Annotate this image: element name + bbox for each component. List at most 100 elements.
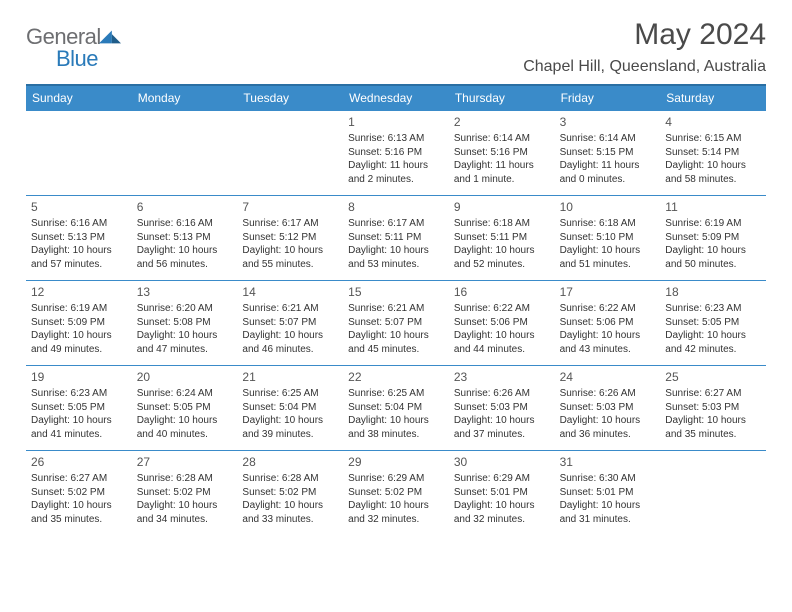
daylight-text: Daylight: 10 hours and 44 minutes.: [454, 329, 550, 356]
day-cell: 21Sunrise: 6:25 AMSunset: 5:04 PMDayligh…: [237, 366, 343, 450]
sunset-text: Sunset: 5:03 PM: [665, 401, 761, 415]
day-header: Saturday: [660, 86, 766, 110]
day-cell: 28Sunrise: 6:28 AMSunset: 5:02 PMDayligh…: [237, 451, 343, 535]
day-cell: 23Sunrise: 6:26 AMSunset: 5:03 PMDayligh…: [449, 366, 555, 450]
location-text: Chapel Hill, Queensland, Australia: [523, 58, 766, 76]
sunset-text: Sunset: 5:15 PM: [560, 146, 656, 160]
day-number: 7: [242, 199, 338, 215]
sunset-text: Sunset: 5:06 PM: [560, 316, 656, 330]
day-number: 12: [31, 284, 127, 300]
day-number: 28: [242, 454, 338, 470]
day-header: Wednesday: [343, 86, 449, 110]
sunset-text: Sunset: 5:11 PM: [348, 231, 444, 245]
day-number: 31: [560, 454, 656, 470]
day-cell: 13Sunrise: 6:20 AMSunset: 5:08 PMDayligh…: [132, 281, 238, 365]
day-cell: 16Sunrise: 6:22 AMSunset: 5:06 PMDayligh…: [449, 281, 555, 365]
day-cell: 30Sunrise: 6:29 AMSunset: 5:01 PMDayligh…: [449, 451, 555, 535]
day-cell: 1Sunrise: 6:13 AMSunset: 5:16 PMDaylight…: [343, 111, 449, 195]
day-header: Thursday: [449, 86, 555, 110]
daylight-text: Daylight: 11 hours and 1 minute.: [454, 159, 550, 186]
title-block: May 2024 Chapel Hill, Queensland, Austra…: [523, 18, 766, 76]
day-header: Friday: [555, 86, 661, 110]
daylight-text: Daylight: 10 hours and 38 minutes.: [348, 414, 444, 441]
empty-cell: [26, 111, 132, 195]
sunrise-text: Sunrise: 6:21 AM: [348, 302, 444, 316]
daylight-text: Daylight: 10 hours and 57 minutes.: [31, 244, 127, 271]
daylight-text: Daylight: 10 hours and 51 minutes.: [560, 244, 656, 271]
day-cell: 29Sunrise: 6:29 AMSunset: 5:02 PMDayligh…: [343, 451, 449, 535]
day-number: 30: [454, 454, 550, 470]
day-cell: 11Sunrise: 6:19 AMSunset: 5:09 PMDayligh…: [660, 196, 766, 280]
daylight-text: Daylight: 10 hours and 39 minutes.: [242, 414, 338, 441]
day-cell: 5Sunrise: 6:16 AMSunset: 5:13 PMDaylight…: [26, 196, 132, 280]
daylight-text: Daylight: 10 hours and 33 minutes.: [242, 499, 338, 526]
sunset-text: Sunset: 5:07 PM: [348, 316, 444, 330]
day-number: 3: [560, 114, 656, 130]
day-number: 26: [31, 454, 127, 470]
day-header: Tuesday: [237, 86, 343, 110]
daylight-text: Daylight: 10 hours and 35 minutes.: [665, 414, 761, 441]
sunrise-text: Sunrise: 6:21 AM: [242, 302, 338, 316]
sunset-text: Sunset: 5:06 PM: [454, 316, 550, 330]
daylight-text: Daylight: 10 hours and 55 minutes.: [242, 244, 338, 271]
sunset-text: Sunset: 5:01 PM: [560, 486, 656, 500]
sunrise-text: Sunrise: 6:19 AM: [31, 302, 127, 316]
sunset-text: Sunset: 5:08 PM: [137, 316, 233, 330]
day-number: 13: [137, 284, 233, 300]
sunrise-text: Sunrise: 6:28 AM: [137, 472, 233, 486]
daylight-text: Daylight: 10 hours and 31 minutes.: [560, 499, 656, 526]
day-cell: 4Sunrise: 6:15 AMSunset: 5:14 PMDaylight…: [660, 111, 766, 195]
sunset-text: Sunset: 5:16 PM: [454, 146, 550, 160]
day-cell: 6Sunrise: 6:16 AMSunset: 5:13 PMDaylight…: [132, 196, 238, 280]
day-number: 17: [560, 284, 656, 300]
sunrise-text: Sunrise: 6:29 AM: [454, 472, 550, 486]
sunrise-text: Sunrise: 6:29 AM: [348, 472, 444, 486]
day-number: 29: [348, 454, 444, 470]
day-number: 21: [242, 369, 338, 385]
sunrise-text: Sunrise: 6:26 AM: [560, 387, 656, 401]
day-header: Sunday: [26, 86, 132, 110]
sunset-text: Sunset: 5:01 PM: [454, 486, 550, 500]
day-cell: 10Sunrise: 6:18 AMSunset: 5:10 PMDayligh…: [555, 196, 661, 280]
sunrise-text: Sunrise: 6:18 AM: [454, 217, 550, 231]
sunrise-text: Sunrise: 6:25 AM: [242, 387, 338, 401]
daylight-text: Daylight: 11 hours and 0 minutes.: [560, 159, 656, 186]
day-number: 15: [348, 284, 444, 300]
header: GeneralBlue May 2024 Chapel Hill, Queens…: [26, 18, 766, 76]
sunrise-text: Sunrise: 6:30 AM: [560, 472, 656, 486]
sunrise-text: Sunrise: 6:14 AM: [560, 132, 656, 146]
day-cell: 19Sunrise: 6:23 AMSunset: 5:05 PMDayligh…: [26, 366, 132, 450]
sunset-text: Sunset: 5:13 PM: [137, 231, 233, 245]
day-header-row: SundayMondayTuesdayWednesdayThursdayFrid…: [26, 84, 766, 110]
daylight-text: Daylight: 10 hours and 46 minutes.: [242, 329, 338, 356]
daylight-text: Daylight: 10 hours and 50 minutes.: [665, 244, 761, 271]
sunset-text: Sunset: 5:03 PM: [560, 401, 656, 415]
sunrise-text: Sunrise: 6:27 AM: [665, 387, 761, 401]
week-row: 1Sunrise: 6:13 AMSunset: 5:16 PMDaylight…: [26, 110, 766, 195]
day-number: 25: [665, 369, 761, 385]
day-header: Monday: [132, 86, 238, 110]
sunset-text: Sunset: 5:05 PM: [665, 316, 761, 330]
day-number: 5: [31, 199, 127, 215]
sunrise-text: Sunrise: 6:23 AM: [665, 302, 761, 316]
sunset-text: Sunset: 5:16 PM: [348, 146, 444, 160]
day-cell: 22Sunrise: 6:25 AMSunset: 5:04 PMDayligh…: [343, 366, 449, 450]
sunset-text: Sunset: 5:14 PM: [665, 146, 761, 160]
sunrise-text: Sunrise: 6:22 AM: [454, 302, 550, 316]
sunrise-text: Sunrise: 6:19 AM: [665, 217, 761, 231]
empty-cell: [132, 111, 238, 195]
sunrise-text: Sunrise: 6:22 AM: [560, 302, 656, 316]
daylight-text: Daylight: 10 hours and 35 minutes.: [31, 499, 127, 526]
day-number: 2: [454, 114, 550, 130]
daylight-text: Daylight: 10 hours and 34 minutes.: [137, 499, 233, 526]
daylight-text: Daylight: 11 hours and 2 minutes.: [348, 159, 444, 186]
day-number: 14: [242, 284, 338, 300]
day-cell: 26Sunrise: 6:27 AMSunset: 5:02 PMDayligh…: [26, 451, 132, 535]
day-number: 6: [137, 199, 233, 215]
day-cell: 31 Sunrise: 6:30 AMSunset: 5:01 PMDayligh…: [555, 451, 661, 535]
sunrise-text: Sunrise: 6:17 AM: [242, 217, 338, 231]
day-number: 18: [665, 284, 761, 300]
day-cell: 27Sunrise: 6:28 AMSunset: 5:02 PMDayligh…: [132, 451, 238, 535]
day-cell: 18 Sunrise: 6:23 AMSunset: 5:05 PMDayligh…: [660, 281, 766, 365]
daylight-text: Daylight: 10 hours and 42 minutes.: [665, 329, 761, 356]
